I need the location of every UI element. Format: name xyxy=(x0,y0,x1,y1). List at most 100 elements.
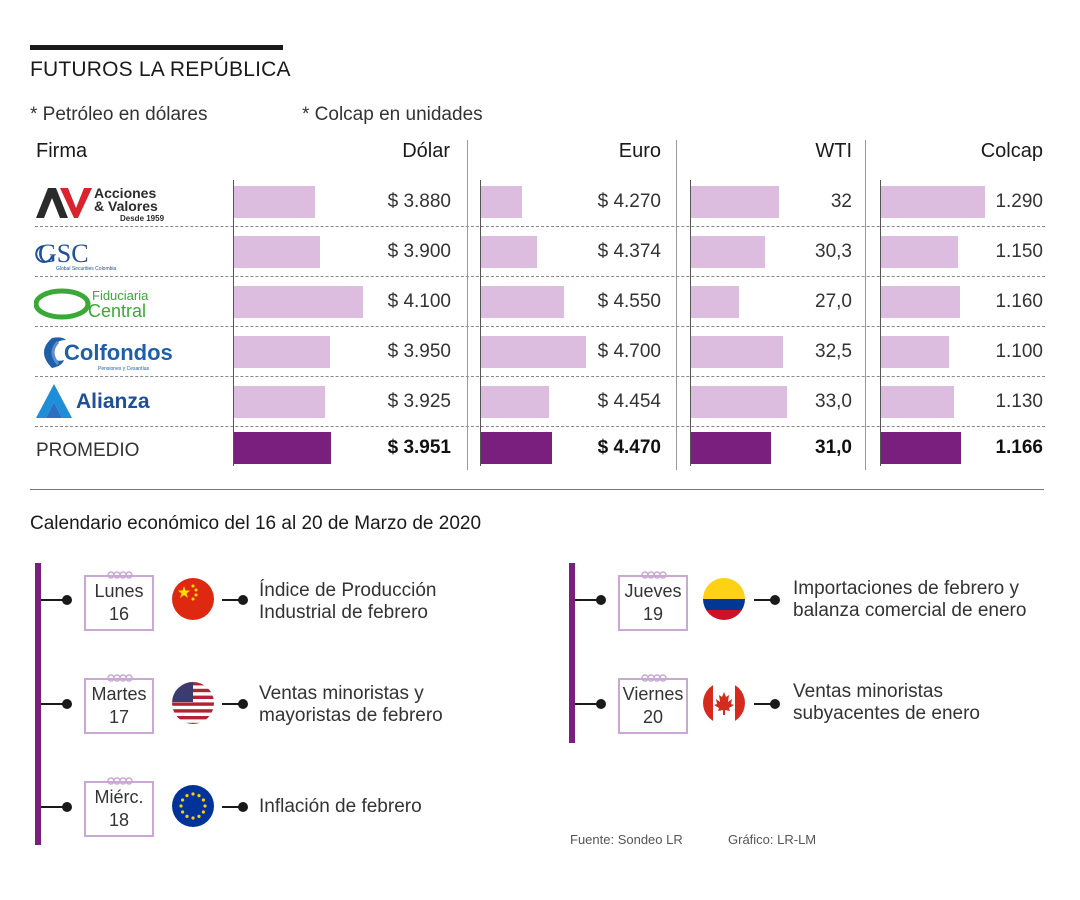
bar-euro-5 xyxy=(481,432,552,464)
bar-wti-5 xyxy=(691,432,771,464)
value-label-euro-1: $ 4.374 xyxy=(597,241,661,262)
value-label-colcap-5: 1.166 xyxy=(995,437,1043,458)
event-text: Índice de Producción Industrial de febre… xyxy=(259,580,539,624)
event-line: Índice de Producción xyxy=(259,580,437,601)
calendar-day: Miérc. xyxy=(94,787,144,807)
value-label-euro-3: $ 4.700 xyxy=(597,341,661,362)
note-petroleo: * Petróleo en dólares xyxy=(30,104,208,125)
colfondos-logo: Colfondos Pensiones y Cesantías xyxy=(34,332,224,374)
value-label-colcap-1: 1.150 xyxy=(995,241,1043,262)
calendar-icon: Lunes 16 xyxy=(84,571,154,631)
calendar-day: Martes xyxy=(91,684,147,704)
value-label-dolar-5: $ 3.951 xyxy=(387,437,451,458)
eu-flag-icon xyxy=(172,785,214,827)
event-line: Ventas minoristas xyxy=(793,681,943,702)
timeline-left xyxy=(35,563,41,845)
header-colcap: Colcap xyxy=(980,140,1043,162)
promedio-label: PROMEDIO xyxy=(36,440,140,461)
logo-text: Colfondos xyxy=(64,340,173,365)
column-separator xyxy=(865,140,866,470)
connector xyxy=(222,703,242,705)
source-note: Fuente: Sondeo LR xyxy=(570,832,683,847)
value-label-dolar-0: $ 3.880 xyxy=(387,191,451,212)
credit-note: Gráfico: LR-LM xyxy=(728,832,817,847)
event-line: balanza comercial de enero xyxy=(793,600,1027,621)
value-label-dolar-4: $ 3.925 xyxy=(387,391,451,412)
header-firma: Firma xyxy=(36,140,88,162)
value-label-euro-2: $ 4.550 xyxy=(597,291,661,312)
calendar-day: Viernes xyxy=(622,684,684,704)
bar-euro-2 xyxy=(481,286,564,318)
value-label-wti-3: 32,5 xyxy=(815,341,852,362)
timeline-right xyxy=(569,563,575,743)
timeline-dot xyxy=(62,699,72,709)
value-label-euro-0: $ 4.270 xyxy=(597,191,661,212)
event-line: Ventas minoristas y xyxy=(259,683,424,704)
event-text: Importaciones de febrero y balanza comer… xyxy=(793,578,1073,622)
timeline-dot xyxy=(62,595,72,605)
calendar-icon: Jueves 19 xyxy=(618,571,688,631)
value-label-dolar-2: $ 4.100 xyxy=(387,291,451,312)
connector xyxy=(575,703,599,705)
timeline-dot xyxy=(238,699,248,709)
value-label-wti-5: 31,0 xyxy=(815,437,852,458)
calendar-title: Calendario económico del 16 al 20 de Mar… xyxy=(30,513,482,534)
calendar-date: 18 xyxy=(108,810,130,830)
section-divider xyxy=(30,489,1044,490)
bar-colcap-3 xyxy=(881,336,949,368)
calendar-date: 19 xyxy=(642,604,664,624)
bar-dolar-4 xyxy=(234,386,325,418)
connector xyxy=(222,599,242,601)
value-label-wti-2: 27,0 xyxy=(815,291,852,312)
value-label-euro-5: $ 4.470 xyxy=(597,437,661,458)
header-dolar: Dólar xyxy=(402,140,450,162)
value-label-dolar-1: $ 3.900 xyxy=(387,241,451,262)
bar-euro-1 xyxy=(481,236,537,268)
connector xyxy=(41,703,65,705)
event-line: mayoristas de febrero xyxy=(259,705,443,726)
logo-text: Acciones xyxy=(94,185,156,201)
logo-text: & Valores xyxy=(94,198,158,214)
value-label-colcap-4: 1.130 xyxy=(995,391,1043,412)
note-colcap: * Colcap en unidades xyxy=(302,104,483,125)
usa-flag-icon xyxy=(172,682,214,724)
timeline-dot xyxy=(770,699,780,709)
bar-wti-3 xyxy=(691,336,783,368)
logo-text: Global Securities Colombia xyxy=(56,266,117,272)
value-label-wti-4: 33,0 xyxy=(815,391,852,412)
bar-euro-4 xyxy=(481,386,549,418)
axis-euro xyxy=(480,180,481,466)
axis-wti xyxy=(690,180,691,466)
timeline-dot xyxy=(596,699,606,709)
bar-dolar-5 xyxy=(234,432,331,464)
bar-euro-0 xyxy=(481,186,522,218)
logo-text: Central xyxy=(88,301,146,321)
bar-colcap-1 xyxy=(881,236,958,268)
bar-colcap-0 xyxy=(881,186,985,218)
header-wti: WTI xyxy=(815,140,852,162)
title-bar-decoration xyxy=(30,45,283,50)
calendar-date: 17 xyxy=(108,707,130,727)
value-label-euro-4: $ 4.454 xyxy=(597,391,661,412)
logo-text: Fiduciaria xyxy=(92,288,149,303)
timeline-dot xyxy=(596,595,606,605)
timeline-dot xyxy=(770,595,780,605)
logo-text: Alianza xyxy=(76,390,150,413)
bar-wti-2 xyxy=(691,286,739,318)
calendar-icon: Miérc. 18 xyxy=(84,777,154,837)
calendar-date: 20 xyxy=(642,707,664,727)
logo-text: GSC xyxy=(38,239,89,268)
value-label-colcap-3: 1.100 xyxy=(995,341,1043,362)
bar-wti-1 xyxy=(691,236,765,268)
row-separator xyxy=(35,426,1045,427)
connector xyxy=(222,806,242,808)
colombia-flag-icon xyxy=(703,578,745,620)
event-text: Inflación de febrero xyxy=(259,796,539,818)
connector xyxy=(575,599,599,601)
bar-wti-0 xyxy=(691,186,779,218)
bar-colcap-2 xyxy=(881,286,960,318)
alianza-logo: Alianza xyxy=(34,380,224,422)
calendar-icon: Martes 17 xyxy=(84,674,154,734)
row-separator xyxy=(35,326,1045,327)
header-euro: Euro xyxy=(618,140,661,162)
